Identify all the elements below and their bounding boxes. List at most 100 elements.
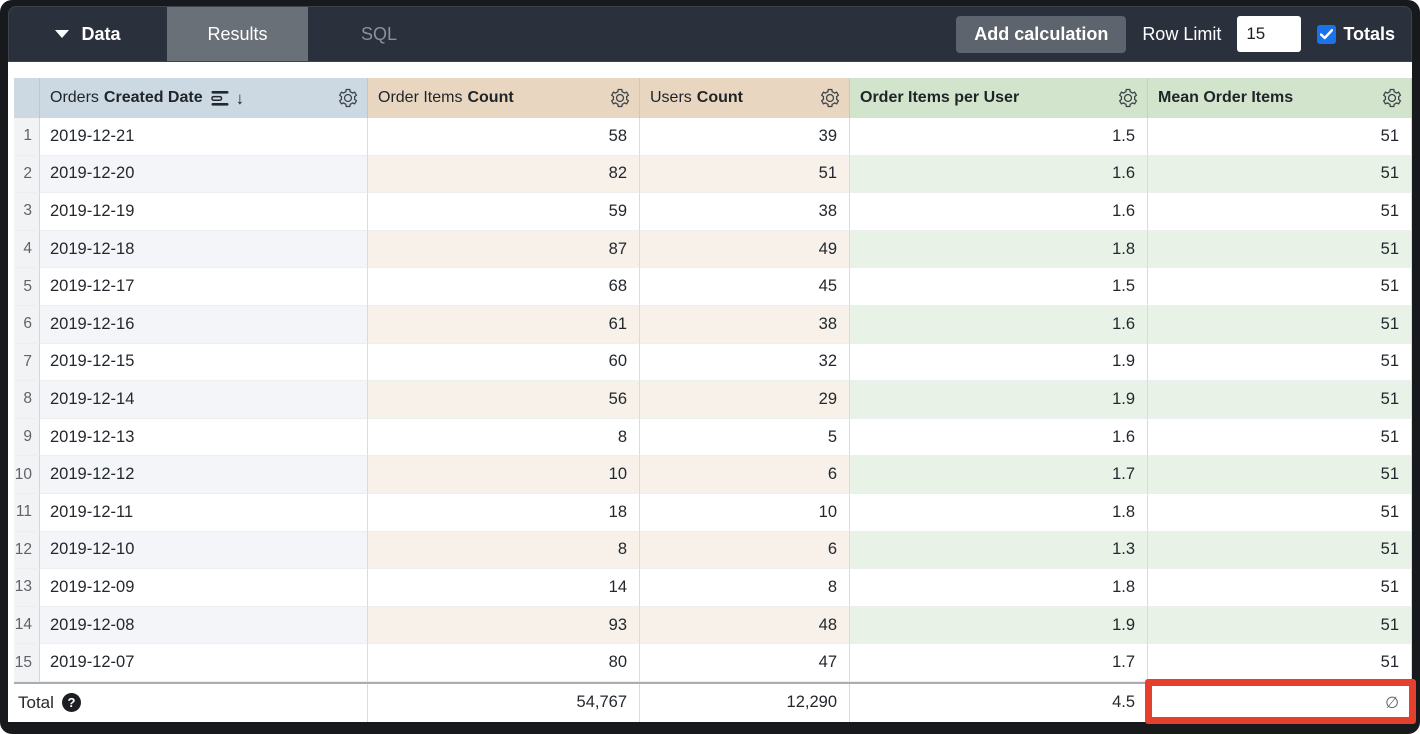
total-mean-order-items[interactable]: ∅ xyxy=(1148,683,1412,722)
cell-users-count[interactable]: 47 xyxy=(640,644,850,682)
cell-order-items-count[interactable]: 80 xyxy=(368,644,640,682)
total-order-items-count[interactable]: 54,767 xyxy=(368,683,640,722)
cell-orders-created-date[interactable]: 2019-12-09 xyxy=(40,569,368,607)
cell-order-items-per-user[interactable]: 1.6 xyxy=(850,155,1148,194)
total-users-count[interactable]: 12,290 xyxy=(640,683,850,722)
cell-users-count[interactable]: 51 xyxy=(640,155,850,194)
add-calculation-button[interactable]: Add calculation xyxy=(956,15,1127,53)
cell-orders-created-date[interactable]: 2019-12-12 xyxy=(40,456,368,494)
column-gear-icon[interactable] xyxy=(609,87,631,109)
cell-order-items-per-user[interactable]: 1.5 xyxy=(850,118,1148,156)
results-table: Orders Created Date ↓ xyxy=(14,78,1412,722)
cell-order-items-count[interactable]: 18 xyxy=(368,493,640,532)
cell-order-items-count[interactable]: 8 xyxy=(368,418,640,457)
cell-order-items-per-user[interactable]: 1.7 xyxy=(850,456,1148,494)
cell-order-items-count[interactable]: 93 xyxy=(368,606,640,645)
cell-users-count[interactable]: 45 xyxy=(640,268,850,306)
sort-descending-icon[interactable]: ↓ xyxy=(235,88,245,108)
column-gear-icon[interactable] xyxy=(1381,87,1403,109)
cell-order-items-count[interactable]: 8 xyxy=(368,531,640,570)
column-header-order-items-count[interactable]: Order Items Count xyxy=(368,78,640,118)
cell-users-count[interactable]: 38 xyxy=(640,305,850,344)
table-row: 9 2019-12-13 8 5 1.6 51 xyxy=(14,418,1412,457)
cell-mean-order-items[interactable]: 51 xyxy=(1148,418,1412,457)
cell-mean-order-items[interactable]: 51 xyxy=(1148,230,1412,269)
cell-mean-order-items[interactable]: 51 xyxy=(1148,531,1412,570)
cell-order-items-count[interactable]: 61 xyxy=(368,305,640,344)
column-gear-icon[interactable] xyxy=(819,87,841,109)
tab-sql[interactable]: SQL xyxy=(360,23,398,44)
cell-mean-order-items[interactable]: 51 xyxy=(1148,381,1412,419)
cell-order-items-per-user[interactable]: 1.3 xyxy=(850,531,1148,570)
cell-mean-order-items[interactable]: 51 xyxy=(1148,493,1412,532)
cell-orders-created-date[interactable]: 2019-12-15 xyxy=(40,343,368,382)
totals-checkbox[interactable] xyxy=(1317,24,1337,44)
cell-mean-order-items[interactable]: 51 xyxy=(1148,456,1412,494)
cell-users-count[interactable]: 29 xyxy=(640,381,850,419)
cell-order-items-per-user[interactable]: 1.6 xyxy=(850,193,1148,231)
tab-results[interactable]: Results xyxy=(167,7,308,61)
cell-orders-created-date[interactable]: 2019-12-13 xyxy=(40,418,368,457)
cell-order-items-per-user[interactable]: 1.9 xyxy=(850,343,1148,382)
cell-users-count[interactable]: 49 xyxy=(640,230,850,269)
cell-order-items-per-user[interactable]: 1.9 xyxy=(850,381,1148,419)
cell-orders-created-date[interactable]: 2019-12-14 xyxy=(40,381,368,419)
cell-order-items-count[interactable]: 87 xyxy=(368,230,640,269)
cell-mean-order-items[interactable]: 51 xyxy=(1148,118,1412,156)
cell-order-items-per-user[interactable]: 1.8 xyxy=(850,569,1148,607)
data-section-toggle[interactable]: Data xyxy=(9,7,167,61)
cell-mean-order-items[interactable]: 51 xyxy=(1148,305,1412,344)
row-limit-input[interactable] xyxy=(1237,16,1302,52)
column-gear-icon[interactable] xyxy=(1117,87,1139,109)
total-order-items-per-user[interactable]: 4.5 xyxy=(850,683,1148,722)
cell-order-items-count[interactable]: 68 xyxy=(368,268,640,306)
cell-order-items-per-user[interactable]: 1.7 xyxy=(850,644,1148,682)
column-gear-icon[interactable] xyxy=(337,87,359,109)
cell-orders-created-date[interactable]: 2019-12-10 xyxy=(40,531,368,570)
cell-mean-order-items[interactable]: 51 xyxy=(1148,268,1412,306)
cell-orders-created-date[interactable]: 2019-12-18 xyxy=(40,230,368,269)
cell-mean-order-items[interactable]: 51 xyxy=(1148,644,1412,682)
cell-order-items-count[interactable]: 82 xyxy=(368,155,640,194)
cell-users-count[interactable]: 38 xyxy=(640,193,850,231)
cell-mean-order-items[interactable]: 51 xyxy=(1148,569,1412,607)
cell-order-items-count[interactable]: 14 xyxy=(368,569,640,607)
cell-mean-order-items[interactable]: 51 xyxy=(1148,343,1412,382)
cell-users-count[interactable]: 32 xyxy=(640,343,850,382)
column-header-order-items-per-user[interactable]: Order Items per User xyxy=(850,78,1148,118)
cell-orders-created-date[interactable]: 2019-12-11 xyxy=(40,493,368,532)
cell-users-count[interactable]: 39 xyxy=(640,118,850,156)
cell-users-count[interactable]: 6 xyxy=(640,531,850,570)
column-header-orders-created-date[interactable]: Orders Created Date ↓ xyxy=(40,78,368,118)
row-number: 8 xyxy=(14,381,40,419)
cell-order-items-per-user[interactable]: 1.8 xyxy=(850,493,1148,532)
cell-orders-created-date[interactable]: 2019-12-17 xyxy=(40,268,368,306)
cell-order-items-per-user[interactable]: 1.5 xyxy=(850,268,1148,306)
help-icon[interactable]: ? xyxy=(61,693,81,713)
cell-users-count[interactable]: 10 xyxy=(640,493,850,532)
cell-users-count[interactable]: 6 xyxy=(640,456,850,494)
cell-order-items-count[interactable]: 10 xyxy=(368,456,640,494)
cell-mean-order-items[interactable]: 51 xyxy=(1148,193,1412,231)
cell-mean-order-items[interactable]: 51 xyxy=(1148,155,1412,194)
cell-orders-created-date[interactable]: 2019-12-21 xyxy=(40,118,368,156)
cell-mean-order-items[interactable]: 51 xyxy=(1148,606,1412,645)
cell-orders-created-date[interactable]: 2019-12-19 xyxy=(40,193,368,231)
cell-users-count[interactable]: 5 xyxy=(640,418,850,457)
cell-order-items-per-user[interactable]: 1.6 xyxy=(850,418,1148,457)
cell-order-items-count[interactable]: 60 xyxy=(368,343,640,382)
cell-order-items-per-user[interactable]: 1.8 xyxy=(850,230,1148,269)
cell-orders-created-date[interactable]: 2019-12-16 xyxy=(40,305,368,344)
cell-users-count[interactable]: 48 xyxy=(640,606,850,645)
cell-order-items-per-user[interactable]: 1.6 xyxy=(850,305,1148,344)
cell-order-items-count[interactable]: 56 xyxy=(368,381,640,419)
column-header-users-count[interactable]: Users Count xyxy=(640,78,850,118)
cell-order-items-per-user[interactable]: 1.9 xyxy=(850,606,1148,645)
cell-users-count[interactable]: 8 xyxy=(640,569,850,607)
cell-orders-created-date[interactable]: 2019-12-20 xyxy=(40,155,368,194)
cell-order-items-count[interactable]: 58 xyxy=(368,118,640,156)
column-header-mean-order-items[interactable]: Mean Order Items xyxy=(1148,78,1412,118)
cell-orders-created-date[interactable]: 2019-12-08 xyxy=(40,606,368,645)
cell-order-items-count[interactable]: 59 xyxy=(368,193,640,231)
cell-orders-created-date[interactable]: 2019-12-07 xyxy=(40,644,368,682)
